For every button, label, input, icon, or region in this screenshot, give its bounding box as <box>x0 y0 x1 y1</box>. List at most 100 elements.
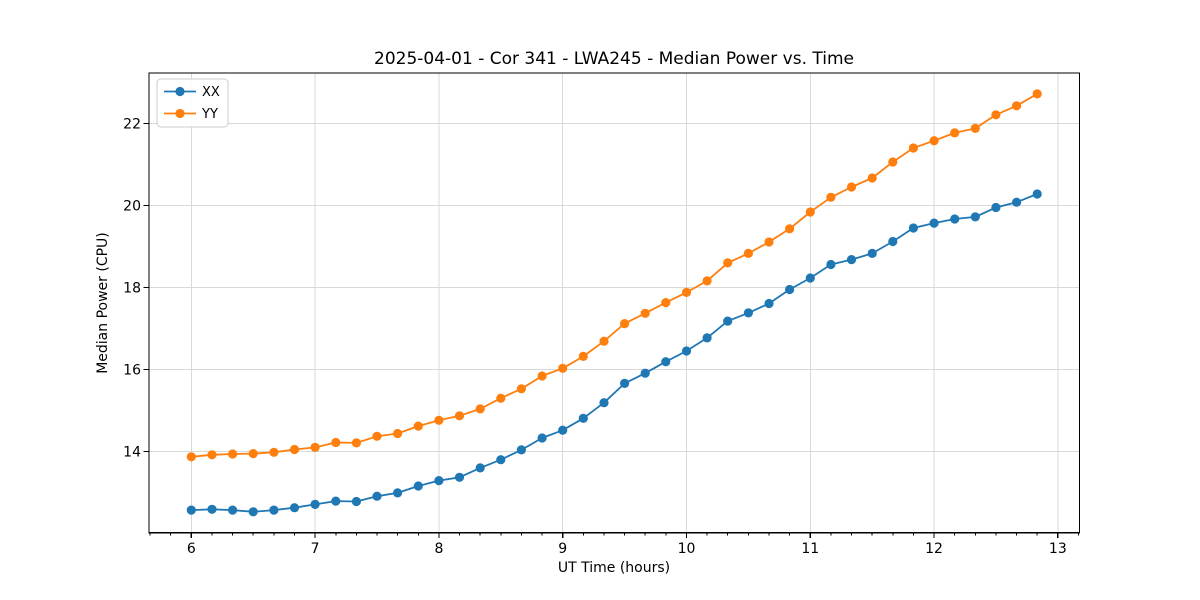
data-point-yy <box>785 224 795 234</box>
data-point-yy <box>310 442 320 452</box>
data-point-xx <box>620 378 630 388</box>
series-layer <box>186 89 1042 517</box>
data-point-yy <box>351 438 361 448</box>
data-point-xx <box>991 202 1001 213</box>
data-point-xx <box>1032 189 1042 199</box>
data-point-yy <box>475 404 485 414</box>
data-point-xx <box>434 476 444 486</box>
data-point-yy <box>723 258 733 268</box>
data-point-yy <box>248 449 258 459</box>
data-point-xx <box>454 472 465 482</box>
data-point-xx <box>331 496 341 506</box>
data-point-xx <box>413 481 423 491</box>
data-point-xx <box>826 259 836 270</box>
legend-marker <box>175 86 185 97</box>
data-point-yy <box>867 173 877 183</box>
data-point-xx <box>723 316 733 326</box>
data-point-xx <box>289 503 300 513</box>
x-tick-label: 13 <box>1049 541 1067 557</box>
data-point-xx <box>475 463 485 473</box>
series-xx-line <box>191 193 1038 513</box>
data-point-yy <box>558 363 568 373</box>
data-point-yy <box>970 123 980 133</box>
data-point-yy <box>413 421 423 431</box>
data-point-yy <box>826 192 836 202</box>
data-point-xx <box>640 368 650 378</box>
x-tick-label: 12 <box>925 541 943 557</box>
data-point-xx <box>743 308 754 318</box>
data-point-yy <box>991 110 1001 120</box>
data-point-xx <box>537 433 547 443</box>
data-point-yy <box>681 287 692 297</box>
data-point-yy <box>496 393 506 403</box>
data-point-yy <box>372 431 382 441</box>
x-tick-label: 10 <box>678 541 696 557</box>
x-tick-label: 9 <box>558 541 567 557</box>
data-point-xx <box>578 413 588 423</box>
data-point-xx <box>269 505 279 515</box>
legend-item-label: YY <box>201 107 218 122</box>
data-point-yy <box>805 207 815 217</box>
data-point-yy <box>764 237 774 247</box>
data-point-xx <box>950 214 960 224</box>
y-tick-label: 18 <box>123 280 141 296</box>
x-tick-label: 11 <box>801 541 819 557</box>
data-point-yy <box>908 143 919 153</box>
data-point-xx <box>207 504 217 514</box>
data-point-xx <box>908 223 919 233</box>
legend: XX YY <box>156 78 229 128</box>
data-point-yy <box>393 428 403 439</box>
data-point-yy <box>228 449 238 459</box>
data-point-yy <box>516 384 527 394</box>
data-point-xx <box>661 357 671 367</box>
data-point-xx <box>516 445 527 455</box>
data-point-yy <box>269 447 279 457</box>
x-tick-label: 7 <box>311 541 320 557</box>
data-point-xx <box>310 499 320 509</box>
legend-item-label: XX <box>202 85 220 100</box>
data-point-xx <box>970 212 980 222</box>
data-point-xx <box>681 346 692 356</box>
data-point-xx <box>599 398 609 408</box>
data-point-yy <box>929 136 939 146</box>
chart-title: 2025-04-01 - Cor 341 - LWA245 - Median P… <box>374 49 854 69</box>
data-point-yy <box>743 248 754 258</box>
data-point-xx <box>764 298 774 309</box>
data-point-xx <box>351 496 361 507</box>
data-point-xx <box>372 491 382 501</box>
data-point-xx <box>702 333 712 343</box>
data-point-yy <box>661 298 671 308</box>
data-point-xx <box>888 236 898 247</box>
data-point-yy <box>599 336 609 346</box>
data-point-yy <box>331 437 341 448</box>
data-point-yy <box>207 450 217 460</box>
data-point-yy <box>578 351 588 361</box>
data-point-xx <box>1012 197 1022 207</box>
data-point-yy <box>1032 89 1042 99</box>
y-tick-label: 14 <box>123 445 141 461</box>
data-point-yy <box>289 444 300 455</box>
y-tick-label: 22 <box>123 116 141 132</box>
data-point-yy <box>537 371 547 381</box>
data-point-xx <box>929 218 939 228</box>
data-point-xx <box>228 505 238 515</box>
y-tick-label: 20 <box>123 198 141 214</box>
legend-marker <box>175 108 185 119</box>
plot-border <box>148 72 1081 534</box>
data-point-xx <box>496 455 506 465</box>
data-point-yy <box>640 308 650 318</box>
data-point-xx <box>846 255 857 265</box>
data-point-yy <box>950 128 960 138</box>
data-point-yy <box>186 452 196 462</box>
data-point-yy <box>434 415 444 425</box>
x-axis-label: UT Time (hours) <box>558 560 670 576</box>
data-point-xx <box>186 505 196 515</box>
axes-layer: 6 7 8 9 10 11 12 13 14 16 18 20 22 <box>123 72 1081 557</box>
data-point-yy <box>620 319 630 329</box>
data-point-xx <box>805 273 815 283</box>
data-point-yy <box>702 276 712 286</box>
data-point-xx <box>248 507 258 517</box>
data-point-xx <box>867 248 877 258</box>
